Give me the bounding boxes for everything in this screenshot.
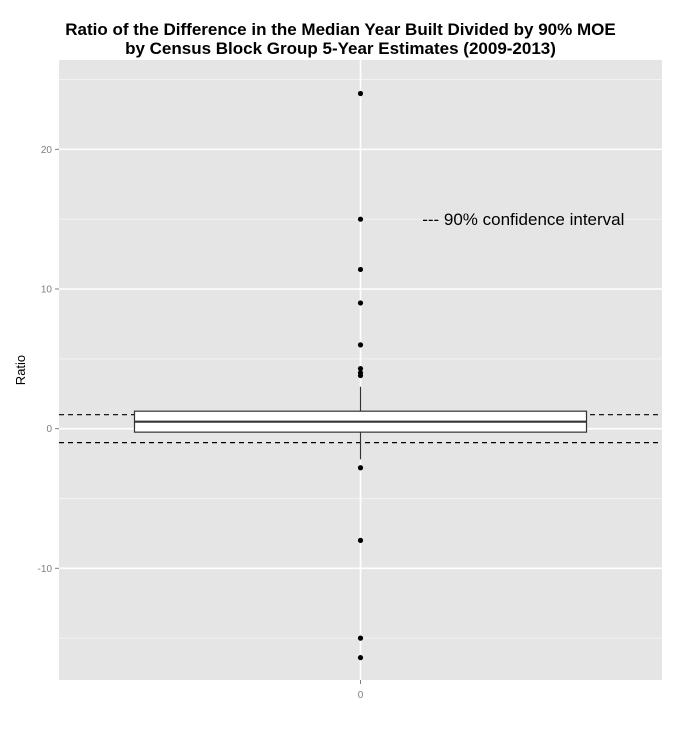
y-tick-label: 0 [46, 424, 52, 435]
y-tick-label: 20 [41, 145, 53, 156]
x-axis: 0 [358, 680, 364, 701]
outlier-point [357, 266, 364, 273]
outlier-point [357, 655, 364, 661]
outlier-point [357, 537, 364, 543]
chart-title-line-1: Ratio of the Difference in the Median Ye… [65, 20, 616, 39]
y-tick-label: 10 [41, 285, 53, 296]
outlier-points [357, 90, 364, 661]
outlier-point [357, 342, 364, 348]
confidence-interval-annotation: --- 90% confidence interval [422, 210, 624, 229]
outlier-point [357, 372, 364, 379]
y-axis: -10 0 10 20 [38, 145, 59, 575]
outlier-point [357, 90, 364, 97]
x-tick-label: 0 [358, 690, 364, 701]
outlier-point [357, 366, 364, 372]
y-axis-title: Ratio [13, 355, 28, 385]
outlier-point [357, 300, 364, 306]
boxplot-group [133, 386, 588, 460]
y-tick-label: -10 [38, 564, 53, 575]
chart-title-line-2: by Census Block Group 5-Year Estimates (… [125, 39, 556, 58]
chart-title: Ratio of the Difference in the Median Ye… [0, 20, 681, 58]
outlier-point [357, 216, 364, 222]
outlier-point [357, 635, 364, 641]
outlier-point [357, 465, 364, 471]
